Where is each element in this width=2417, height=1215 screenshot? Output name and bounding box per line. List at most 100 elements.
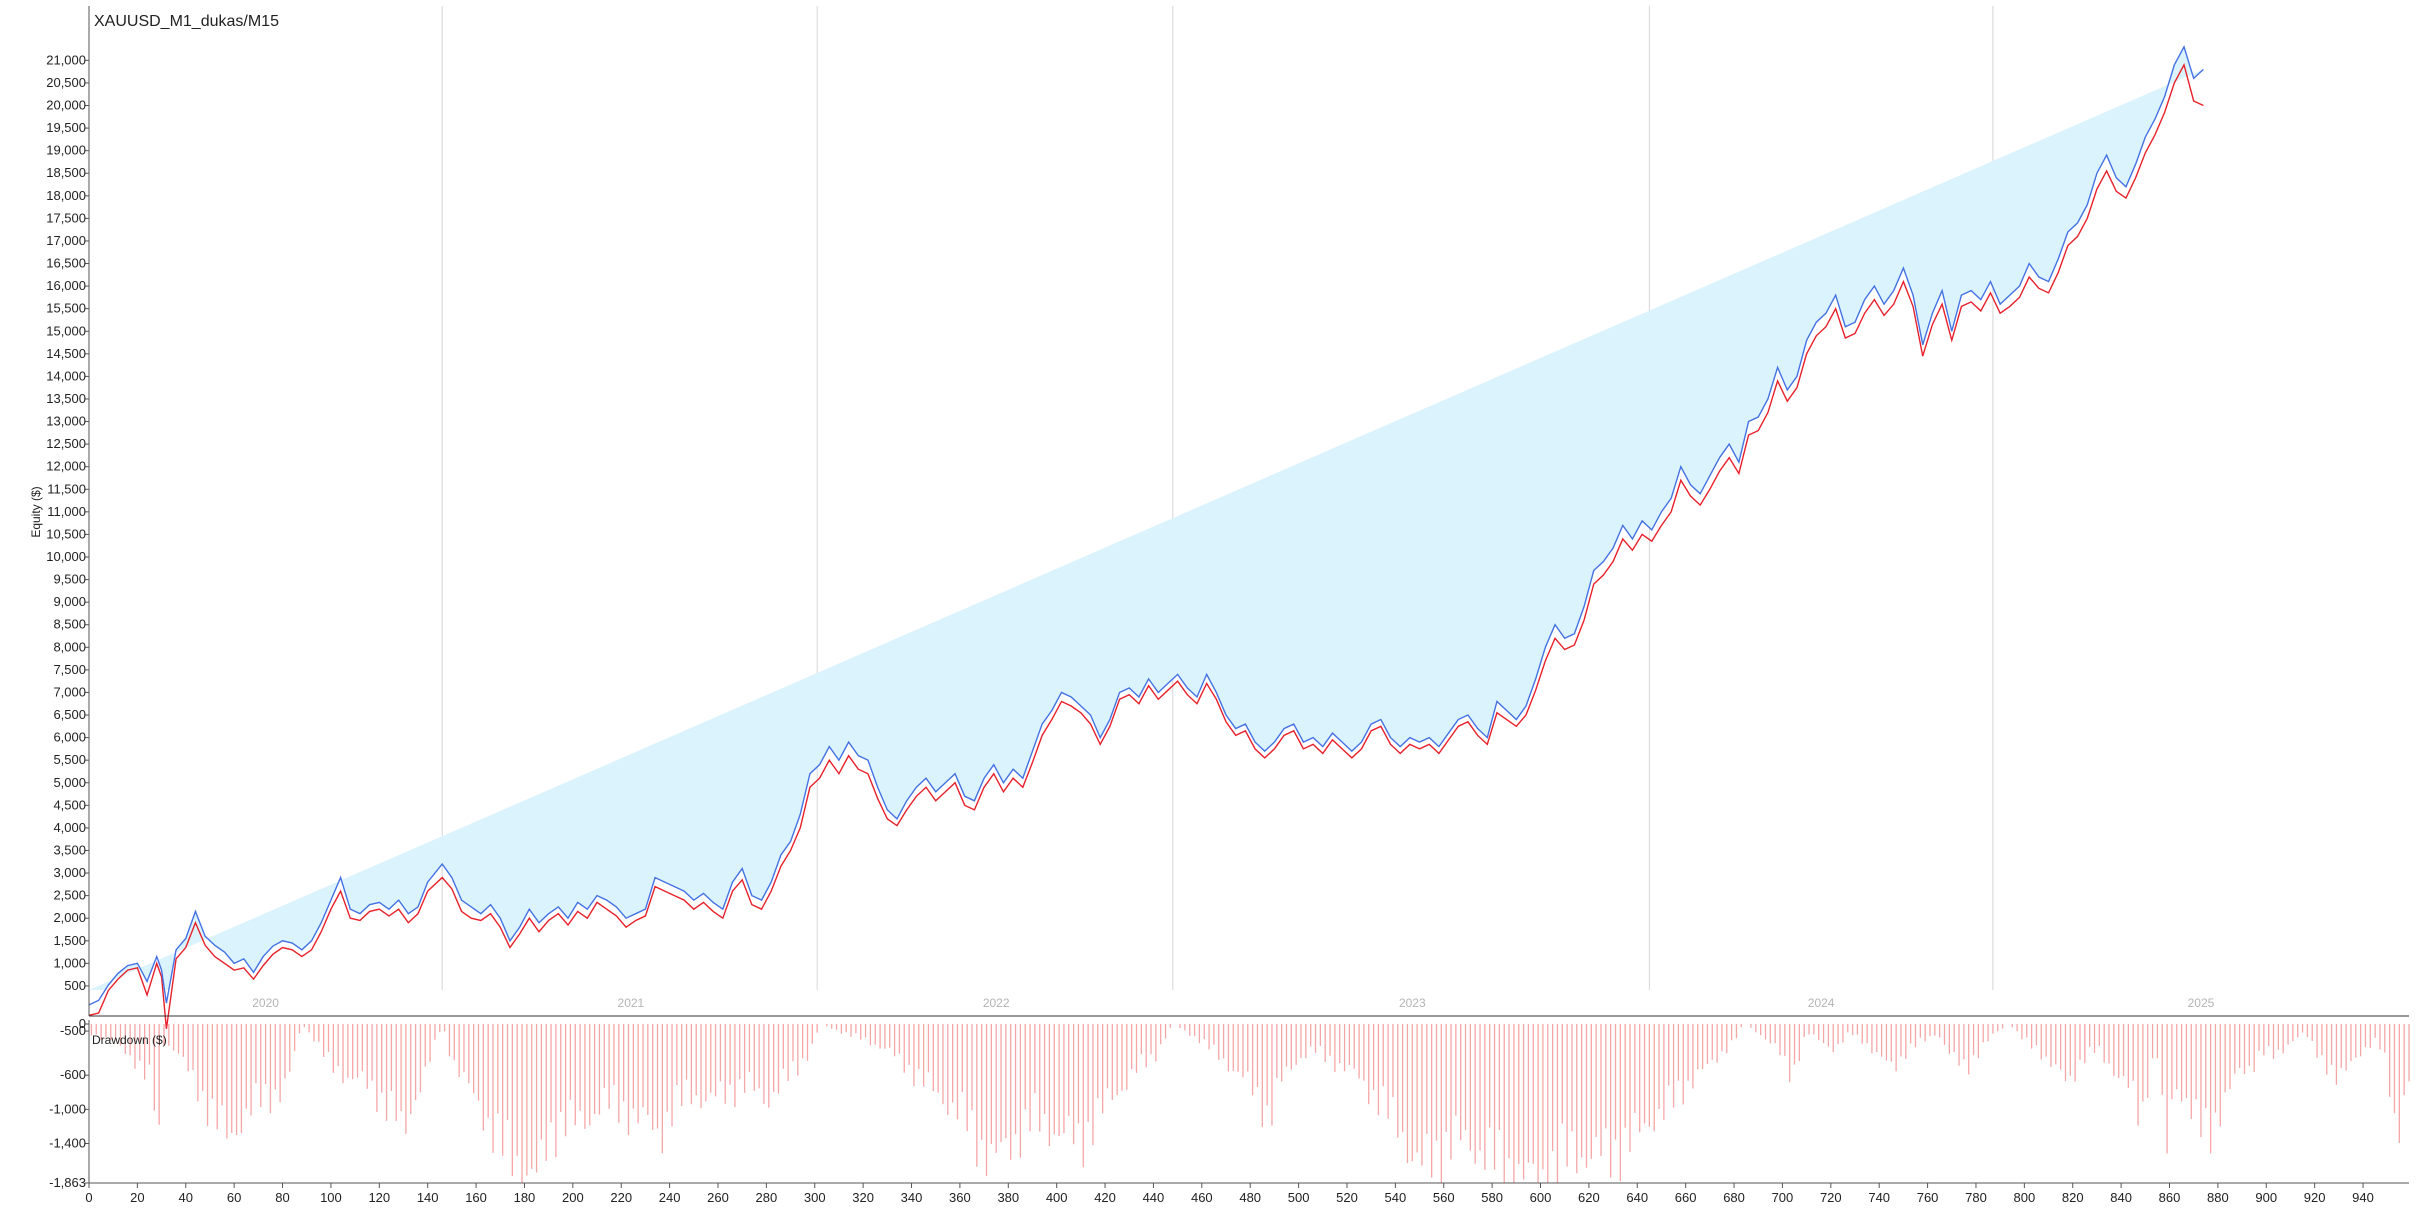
x-tick-label: 260 [707, 1190, 729, 1205]
x-tick-label: 180 [514, 1190, 536, 1205]
equity-line-group [88, 44, 2204, 1029]
y-tick-label: 9,000 [53, 594, 86, 609]
x-tick-label: 80 [275, 1190, 289, 1205]
x-tick-label: 760 [1917, 1190, 1939, 1205]
x-tick-label: 720 [1820, 1190, 1842, 1205]
year-label: 2024 [1808, 996, 1835, 1010]
year-label: 2021 [618, 996, 645, 1010]
x-tick-label: 820 [2062, 1190, 2084, 1205]
y-tick-label: 4,000 [53, 820, 86, 835]
year-label: 2022 [983, 996, 1010, 1010]
year-label: 2023 [1399, 996, 1426, 1010]
y-tick-label: 8,500 [53, 617, 86, 632]
drawdown-label: Drawdown ($) [92, 1033, 167, 1047]
x-tick-label: 860 [2159, 1190, 2181, 1205]
x-tick-label: 140 [417, 1190, 439, 1205]
x-tick-label: 520 [1336, 1190, 1358, 1205]
x-tick-label: 120 [368, 1190, 390, 1205]
y-tick-label: 18,500 [46, 165, 86, 180]
y-tick-label: 3,000 [53, 865, 86, 880]
y-tick-label: 3,500 [53, 842, 86, 857]
y-tick-label: 16,000 [46, 278, 86, 293]
y-tick-label: 14,000 [46, 368, 86, 383]
y-tick-label: 13,500 [46, 391, 86, 406]
dd-y-tick-label: 0 [79, 1016, 86, 1031]
dd-y-tick-label: -600 [60, 1067, 86, 1082]
x-tick-label: 660 [1675, 1190, 1697, 1205]
y-tick-label: -500 [60, 1023, 86, 1038]
x-tick-label: 160 [465, 1190, 487, 1205]
y-tick-label: 5,000 [53, 775, 86, 790]
y-tick-label: 1,500 [53, 933, 86, 948]
y-tick-label: 2,000 [53, 910, 86, 925]
x-tick-label: 220 [610, 1190, 632, 1205]
y-tick-label: 11,000 [47, 504, 86, 519]
x-tick-label: 460 [1191, 1190, 1213, 1205]
year-label: 2025 [2188, 996, 2215, 1010]
x-tick-label: 880 [2207, 1190, 2229, 1205]
x-tick-label: 940 [2352, 1190, 2374, 1205]
y-tick-label: 10,500 [46, 526, 86, 541]
x-tick-label: 300 [804, 1190, 826, 1205]
x-tick-label: 580 [1481, 1190, 1503, 1205]
x-tick-label: 320 [852, 1190, 874, 1205]
x-tick-label: 700 [1772, 1190, 1794, 1205]
y-tick-label: 17,000 [46, 233, 86, 248]
y-tick-label: 12,500 [46, 436, 86, 451]
year-label: 2020 [252, 996, 279, 1010]
x-tick-label: 380 [997, 1190, 1019, 1205]
x-tick-label: 60 [227, 1190, 241, 1205]
y-tick-label: 19,000 [46, 143, 86, 158]
x-tick-label: 440 [1143, 1190, 1165, 1205]
equity-line [88, 44, 2204, 1006]
y-tick-label: 21,000 [46, 52, 86, 67]
x-tick-label: 20 [130, 1190, 144, 1205]
y-tick-label: 17,500 [46, 210, 86, 225]
dd-y-tick-label: -1,400 [49, 1135, 86, 1150]
y-tick-label: 1,000 [53, 955, 86, 970]
x-tick-label: 40 [179, 1190, 193, 1205]
balance-line [88, 62, 2204, 1029]
x-tick-label: 900 [2255, 1190, 2277, 1205]
equity-area-group [89, 46, 2409, 1016]
y-tick-label: 9,500 [53, 572, 86, 587]
y-tick-label: 18,000 [46, 188, 86, 203]
x-tick-label: 560 [1433, 1190, 1455, 1205]
y-tick-label: 7,000 [53, 684, 86, 699]
dd-y-tick-label: -1,000 [49, 1101, 86, 1116]
y-tick-label: 15,000 [46, 323, 86, 338]
y-axis-label: Equity ($) [29, 486, 43, 537]
chart-title: XAUUSD_M1_dukas/M15 [94, 13, 279, 30]
y-tick-label: 500 [64, 978, 86, 993]
y-tick-label: 20,000 [46, 98, 86, 113]
x-tick-label: 280 [756, 1190, 778, 1205]
axes-group: -500 500 1,000 1,500 2,000 2,500 3,000 3,500 4,0… [46, 6, 2409, 1205]
y-tick-label: 19,500 [46, 120, 86, 135]
y-tick-label: 20,500 [46, 75, 86, 90]
x-tick-label: 840 [2110, 1190, 2132, 1205]
x-tick-label: 540 [1385, 1190, 1407, 1205]
y-tick-label: 13,000 [46, 414, 86, 429]
x-tick-label: 640 [1626, 1190, 1648, 1205]
y-tick-label: 11,500 [47, 481, 86, 496]
x-tick-label: 480 [1239, 1190, 1261, 1205]
x-tick-label: 340 [901, 1190, 923, 1205]
x-tick-label: 400 [1046, 1190, 1068, 1205]
y-tick-label: 6,000 [53, 730, 86, 745]
labels-group: XAUUSD_M1_dukas/M15 Equity ($) Drawdown … [29, 13, 2215, 1047]
x-tick-label: 780 [1965, 1190, 1987, 1205]
y-tick-label: 7,500 [53, 662, 86, 677]
x-tick-label: 100 [320, 1190, 342, 1205]
y-tick-label: 2,500 [53, 888, 86, 903]
y-tick-label: 5,500 [53, 752, 86, 767]
y-tick-label: 8,000 [53, 639, 86, 654]
dd-y-tick-label: -1,863 [49, 1175, 86, 1190]
x-tick-label: 420 [1094, 1190, 1116, 1205]
x-tick-label: 600 [1530, 1190, 1552, 1205]
x-tick-label: 360 [949, 1190, 971, 1205]
y-tick-label: 12,000 [46, 459, 86, 474]
x-tick-label: 240 [659, 1190, 681, 1205]
x-tick-label: 680 [1723, 1190, 1745, 1205]
